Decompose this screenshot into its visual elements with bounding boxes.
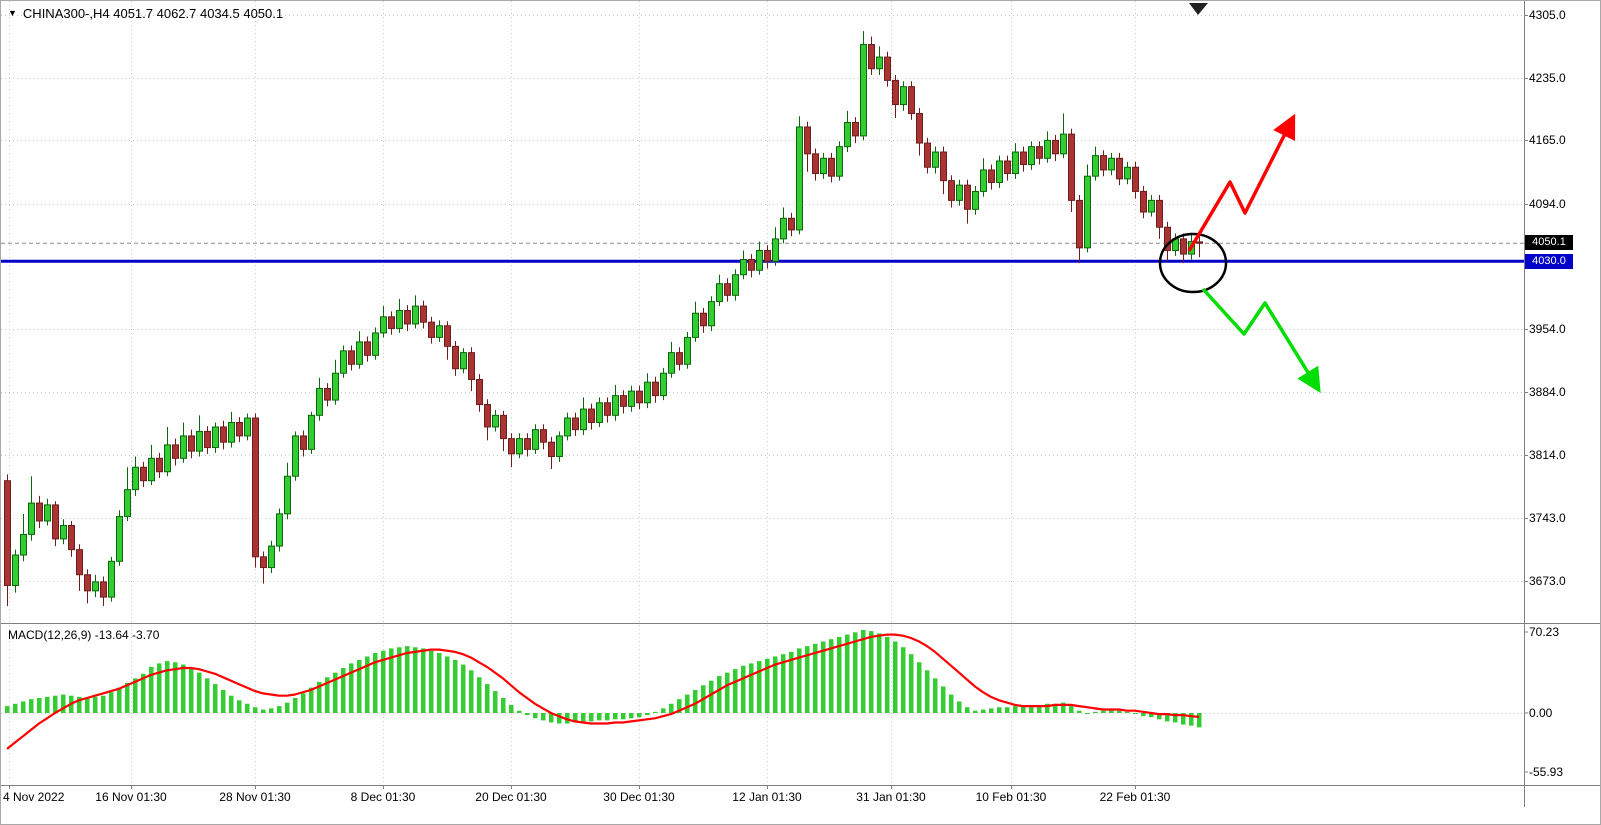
price-axis-label: 4165.0 bbox=[1529, 133, 1566, 148]
date-axis-label: 8 Dec 01:30 bbox=[350, 790, 416, 804]
price-axis-label: 3954.0 bbox=[1529, 322, 1566, 337]
bullish-scenario-arrow[interactable] bbox=[1187, 113, 1296, 252]
current-price-badge: 4050.1 bbox=[1525, 235, 1573, 251]
date-axis-label: 30 Dec 01:30 bbox=[603, 790, 675, 804]
price-axis-label: 3884.0 bbox=[1529, 385, 1566, 400]
price-axis-label: 3743.0 bbox=[1529, 511, 1566, 526]
date-axis-label: 16 Nov 01:30 bbox=[95, 790, 167, 804]
price-axis-label: 3673.0 bbox=[1529, 574, 1566, 588]
price-axis-label: 4235.0 bbox=[1529, 70, 1566, 85]
date-axis-label: 20 Dec 01:30 bbox=[475, 790, 547, 804]
symbol-dropdown-icon[interactable]: ▼ bbox=[8, 8, 17, 18]
price-axis-label: 4094.0 bbox=[1529, 196, 1566, 211]
date-axis-label: 10 Feb 01:30 bbox=[975, 790, 1047, 804]
price-axis-label: 4305.0 bbox=[1529, 8, 1566, 22]
date-axis-label: 12 Jan 01:30 bbox=[732, 790, 802, 804]
macd-axis-label: 70.23 bbox=[1529, 625, 1560, 639]
highlight-circle[interactable] bbox=[1158, 232, 1228, 294]
macd-indicator-label: MACD(12,26,9) -13.64 -3.70 bbox=[8, 628, 160, 642]
date-axis-label: 4 Nov 2022 bbox=[3, 790, 65, 804]
price-axis-label: 3814.0 bbox=[1529, 447, 1566, 462]
date-axis-label: 28 Nov 01:30 bbox=[219, 790, 291, 804]
bearish-scenario-arrow[interactable] bbox=[1201, 287, 1321, 393]
chart-title-text: CHINA300-,H4 4051.7 4062.7 4034.5 4050.1 bbox=[22, 6, 284, 21]
hline-price-badge: 4030.0 bbox=[1525, 254, 1573, 270]
macd-axis-label: -55.93 bbox=[1529, 765, 1564, 779]
date-axis-label: 31 Jan 01:30 bbox=[856, 790, 926, 804]
chart-shift-marker-icon[interactable] bbox=[1189, 3, 1208, 15]
chart-title: ▼ CHINA300-,H4 4051.7 4062.7 4034.5 4050… bbox=[8, 6, 283, 21]
macd-axis-label: 0.00 bbox=[1529, 706, 1553, 720]
date-axis-label: 22 Feb 01:30 bbox=[1099, 790, 1171, 804]
